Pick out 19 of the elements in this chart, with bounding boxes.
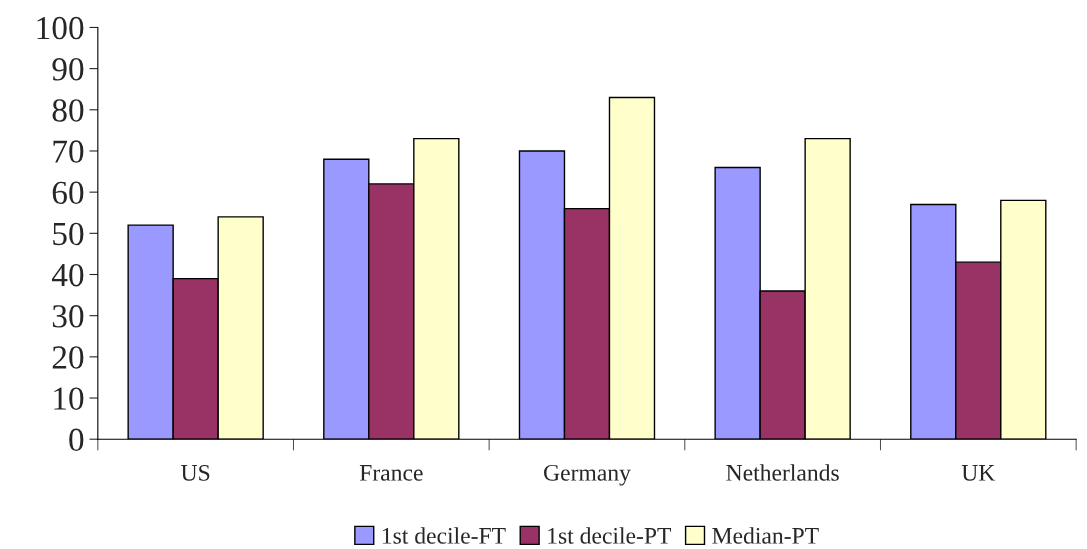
- x-tick-label: Netherlands: [726, 464, 839, 481]
- y-tick-label: 100: [37, 16, 84, 40]
- legend-label: 1st decile-FT: [382, 527, 506, 544]
- x-tick-label: US: [181, 464, 210, 481]
- y-tick-label: 80: [52, 99, 84, 122]
- y-tick-label: 40: [51, 263, 84, 287]
- y-tick-label: 0: [69, 428, 84, 452]
- y-tick-label: 20: [52, 346, 84, 369]
- legend-label: Median-PT: [712, 527, 819, 544]
- y-tick-label: 60: [52, 181, 84, 205]
- y-tick-label: 10: [54, 387, 84, 410]
- y-tick-label: 70: [53, 140, 84, 163]
- y-tick-label: 30: [52, 305, 84, 328]
- legend-label: 1st decile-PT: [548, 527, 672, 544]
- x-tick-label: Germany: [544, 464, 631, 486]
- y-tick-label: 90: [52, 58, 84, 81]
- y-tick-label: 50: [53, 222, 84, 246]
- x-tick-label: France: [359, 465, 423, 481]
- x-tick-label: UK: [961, 465, 996, 481]
